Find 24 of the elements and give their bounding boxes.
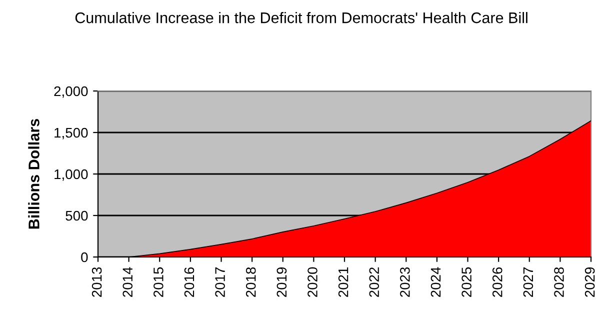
x-tick-label: 2026 <box>492 267 502 297</box>
chart-title: Cumulative Increase in the Deficit from Democrats' Health Care Bill <box>75 12 528 24</box>
x-tick-label: 2013 <box>92 267 102 297</box>
x-tick-label: 2024 <box>430 267 441 297</box>
y-tick-label: 1,000 <box>54 169 88 181</box>
y-tick-label: 0 <box>81 252 88 262</box>
x-tick-label: 2023 <box>400 267 410 297</box>
x-tick-label: 2022 <box>369 267 380 297</box>
x-tick-label: 2028 <box>554 267 564 297</box>
x-tick-label: 2015 <box>154 267 164 297</box>
y-tick-label: 1,500 <box>54 128 88 140</box>
x-tick-label: 2017 <box>215 267 225 297</box>
x-tick-label: 2014 <box>122 267 133 297</box>
x-tick-label: 2029 <box>584 267 595 297</box>
x-tick-label: 2021 <box>338 267 348 297</box>
y-tick-label: 500 <box>66 210 88 221</box>
y-axis-title: Billions Dollars <box>28 119 40 229</box>
x-tick-label: 2018 <box>246 267 256 297</box>
x-tick-label: 2019 <box>276 267 287 297</box>
x-tick-label: 2025 <box>462 267 472 297</box>
x-tick-label: 2027 <box>523 267 534 297</box>
x-tick-label: 2016 <box>184 267 194 297</box>
y-tick-label: 2,000 <box>54 86 88 98</box>
x-tick-label: 2020 <box>308 267 318 297</box>
